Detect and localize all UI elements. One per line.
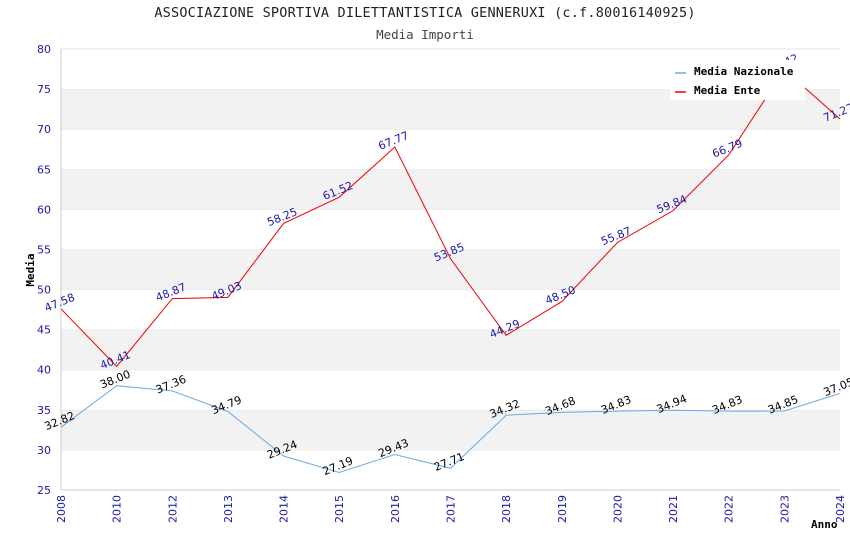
y-tick-label: 25 (37, 484, 51, 497)
y-tick-label: 60 (37, 203, 51, 216)
grid-band (61, 169, 840, 210)
x-tick-label: 2019 (556, 495, 569, 523)
chart-subtitle: Media Importi (376, 27, 474, 42)
grid-band (61, 369, 840, 410)
y-tick-label: 50 (37, 284, 51, 297)
y-axis-label: Media (24, 253, 37, 286)
x-tick-label: 2021 (667, 495, 680, 523)
y-tick-label: 70 (37, 123, 51, 136)
y-tick-label: 75 (37, 83, 51, 96)
x-tick-label: 2013 (222, 495, 235, 523)
chart-title: ASSOCIAZIONE SPORTIVA DILETTANTISTICA GE… (154, 5, 696, 21)
grid-band (61, 209, 840, 250)
x-tick-label: 2015 (333, 495, 346, 523)
grid-band (61, 449, 840, 490)
grid-band (61, 129, 840, 170)
y-tick-labels: 25 30 35 40 45 50 55 60 65 70 75 80 (37, 43, 51, 497)
y-tick-label: 55 (37, 243, 51, 256)
axes (60, 49, 840, 491)
x-tick-label: 2023 (778, 495, 791, 523)
x-tick-label: 2014 (278, 495, 291, 523)
x-tick-label: 2022 (723, 495, 736, 523)
x-tick-label: 2012 (166, 495, 179, 523)
x-tick-label: 2010 (111, 495, 124, 523)
legend-label-nazionale: Media Nazionale (694, 65, 794, 78)
x-tick-label: 2016 (389, 495, 402, 523)
x-tick-label: 2008 (55, 495, 68, 523)
grid-band (61, 409, 840, 450)
y-tick-label: 45 (37, 324, 51, 337)
y-tick-label: 40 (37, 364, 51, 377)
series-line-0 (60, 385, 841, 473)
x-tick-label: 2018 (500, 495, 513, 523)
series-lines (60, 68, 841, 473)
grid-band (61, 249, 840, 290)
y-tick-label: 65 (37, 163, 51, 176)
legend: Media Nazionale Media Ente (670, 60, 805, 100)
legend-box (670, 60, 805, 100)
x-tick-labels: 2008 2010 2012 2013 2014 2015 2016 2017 2018 2019… (55, 495, 847, 523)
grid-band (61, 289, 840, 330)
y-tick-label: 80 (37, 43, 51, 56)
grid-band (61, 329, 840, 370)
x-tick-label: 2020 (611, 495, 624, 523)
series-line-1 (60, 68, 841, 368)
x-tick-label: 2024 (834, 495, 847, 523)
grid-bands (61, 48, 840, 490)
legend-label-ente: Media Ente (694, 84, 761, 97)
x-tick-label: 2017 (445, 495, 458, 523)
y-tick-label: 30 (37, 444, 51, 457)
x-axis-label: Anno (811, 518, 838, 531)
y-tick-label: 35 (37, 404, 51, 417)
